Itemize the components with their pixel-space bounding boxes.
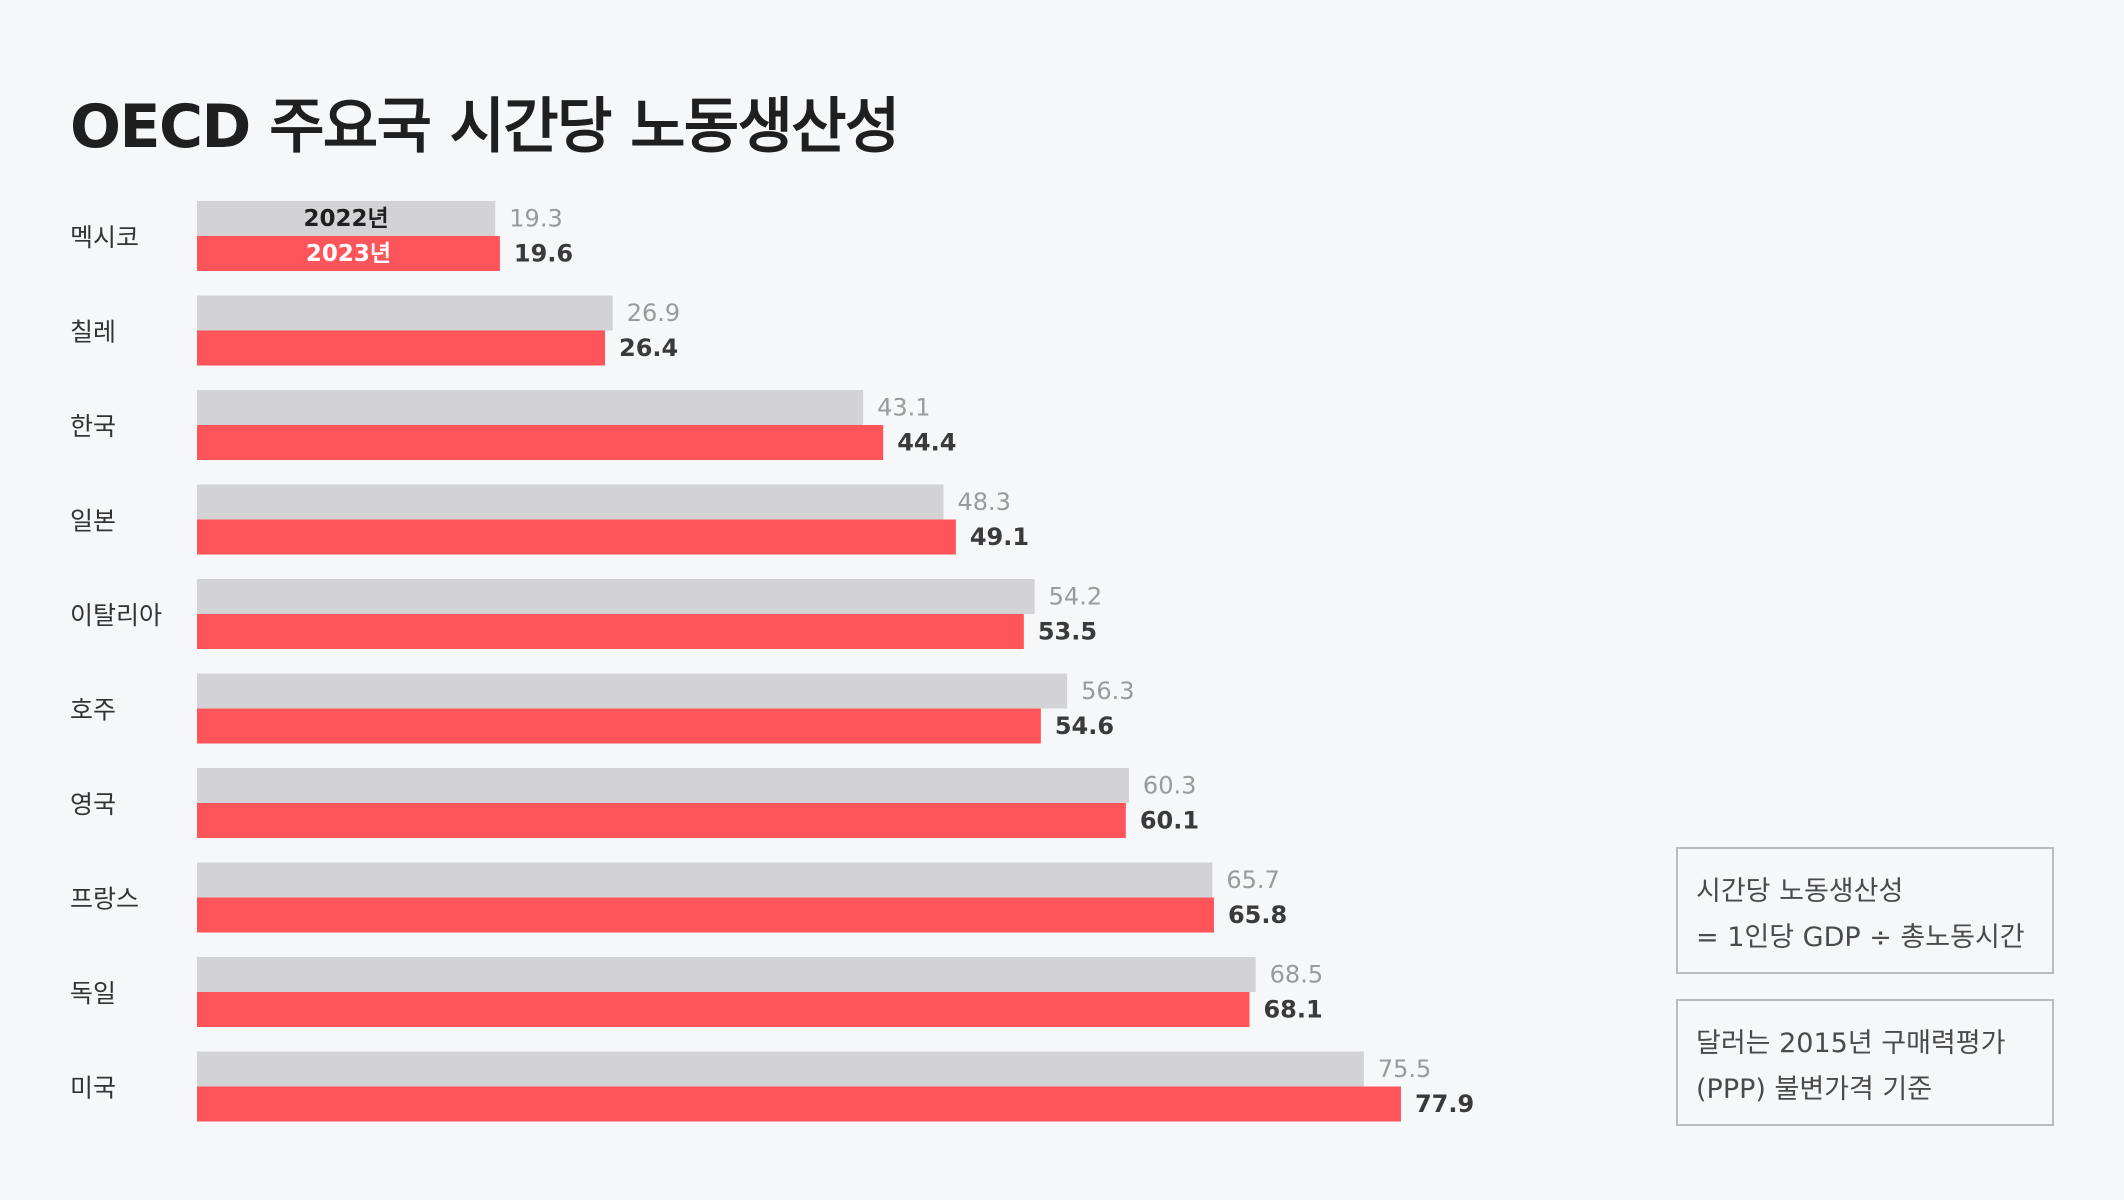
currency-note: 달러는 2015년 구매력평가 (PPP) 불변가격 기준 (1676, 999, 2054, 1126)
category-label: 미국 (70, 1074, 116, 1103)
bar-2023 (197, 519, 956, 555)
definition-note-line-1: 시간당 노동생산성 (1696, 876, 1904, 907)
bar-2023 (197, 330, 606, 366)
bar-2023 (197, 708, 1041, 744)
category-label: 한국 (70, 412, 116, 441)
category-label: 호주 (70, 696, 116, 725)
bar-2022 (197, 957, 1256, 992)
data-label: 68.5 (1270, 961, 1323, 989)
data-label: 43.1 (877, 394, 930, 422)
data-label: 54.6 (1055, 712, 1114, 740)
chart-title: OECD 주요국 시간당 노동생산성 (70, 92, 900, 162)
data-label: 60.3 (1143, 772, 1196, 800)
data-label: 49.1 (970, 523, 1029, 551)
data-label: 77.9 (1415, 1090, 1474, 1118)
bar-2022 (197, 390, 864, 425)
category-label: 칠레 (70, 318, 116, 347)
bar-2022 (197, 673, 1068, 709)
bar-2022 (197, 201, 496, 236)
data-label: 56.3 (1081, 677, 1134, 705)
category-label: 프랑스 (70, 885, 139, 914)
category-label: 일본 (70, 507, 116, 536)
data-label: 65.7 (1226, 866, 1279, 894)
currency-note-line-1: 달러는 2015년 구매력평가 (1696, 1028, 2006, 1059)
bar-2022 (197, 484, 944, 520)
bar-2022 (197, 295, 613, 331)
data-label: 44.4 (897, 429, 956, 457)
data-label: 19.3 (509, 205, 562, 233)
category-label: 독일 (70, 979, 116, 1008)
data-label: 26.9 (627, 299, 680, 327)
data-label: 54.2 (1049, 583, 1102, 611)
data-label: 75.5 (1378, 1055, 1431, 1083)
data-label: 65.8 (1228, 901, 1287, 929)
data-label: 53.5 (1038, 618, 1097, 646)
data-label: 48.3 (957, 488, 1010, 516)
bar-2023 (197, 992, 1250, 1027)
bar-2022 (197, 579, 1035, 614)
currency-note-line-2: (PPP) 불변가격 기준 (1696, 1074, 1933, 1105)
bar-2023 (197, 897, 1214, 933)
category-label: 이탈리아 (70, 601, 162, 630)
definition-note: 시간당 노동생산성 = 1인당 GDP ÷ 총노동시간 (1676, 847, 2054, 974)
data-label: 68.1 (1263, 996, 1322, 1024)
legend-label: 2022년 (304, 206, 389, 232)
bar-2022 (197, 1051, 1364, 1087)
bar-2023 (197, 425, 884, 460)
definition-note-line-2: = 1인당 GDP ÷ 총노동시간 (1696, 922, 2025, 953)
bar-2022 (197, 768, 1129, 803)
data-label: 26.4 (619, 334, 678, 362)
data-label: 19.6 (514, 240, 573, 268)
category-label: 멕시코 (70, 223, 139, 252)
bar-2023 (197, 614, 1024, 649)
bar-2022 (197, 862, 1213, 898)
bar-2023 (197, 236, 500, 271)
legend-label: 2023년 (306, 241, 391, 267)
bar-2023 (197, 1086, 1401, 1122)
bar-2023 (197, 803, 1126, 838)
category-label: 영국 (70, 790, 116, 819)
data-label: 60.1 (1140, 807, 1199, 835)
